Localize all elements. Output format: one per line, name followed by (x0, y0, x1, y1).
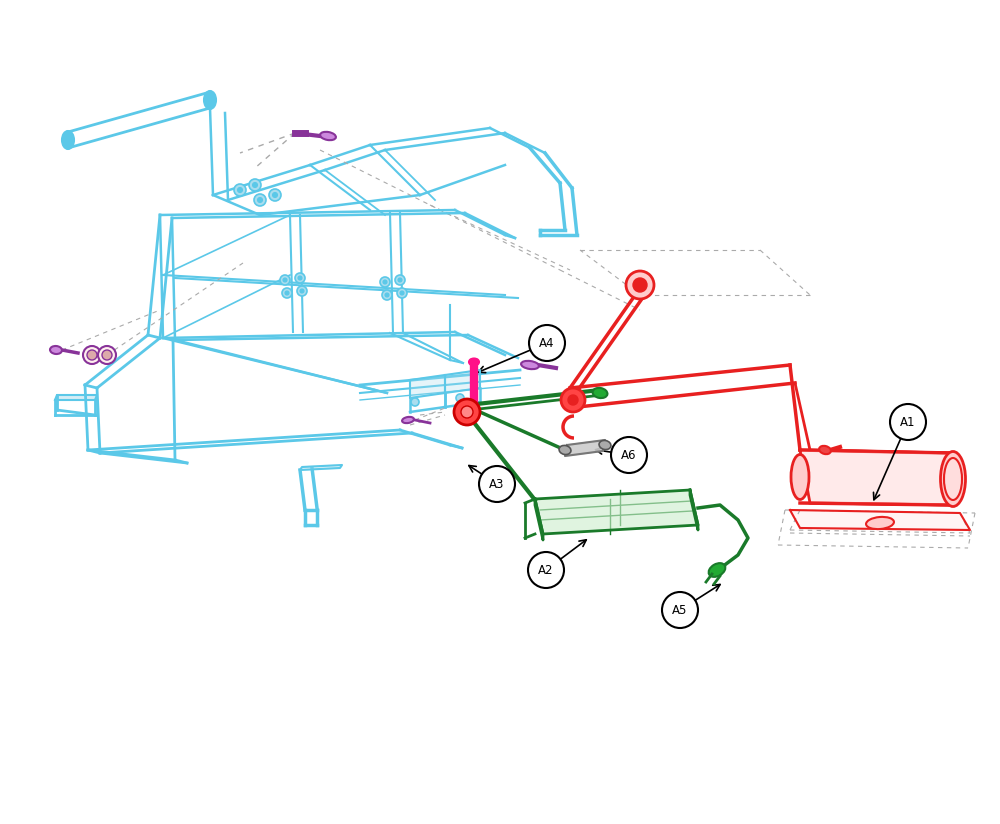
Circle shape (395, 275, 405, 285)
Ellipse shape (469, 358, 479, 366)
Circle shape (529, 325, 565, 361)
Circle shape (890, 404, 926, 440)
Ellipse shape (50, 346, 62, 354)
Circle shape (528, 552, 564, 588)
Ellipse shape (559, 446, 571, 455)
Ellipse shape (462, 404, 474, 412)
Circle shape (254, 194, 266, 206)
Ellipse shape (320, 132, 336, 140)
Circle shape (285, 291, 289, 295)
Circle shape (561, 388, 585, 412)
Polygon shape (790, 510, 970, 530)
Circle shape (380, 277, 390, 287)
Circle shape (626, 271, 654, 299)
Ellipse shape (944, 458, 962, 500)
Text: A1: A1 (900, 415, 916, 428)
Ellipse shape (819, 446, 831, 454)
Circle shape (397, 288, 407, 298)
Text: A3: A3 (489, 477, 505, 490)
Circle shape (479, 466, 515, 502)
Circle shape (385, 293, 389, 297)
Circle shape (411, 398, 419, 406)
Ellipse shape (521, 361, 539, 369)
Ellipse shape (940, 452, 966, 507)
Circle shape (83, 346, 101, 364)
Circle shape (238, 188, 242, 193)
Circle shape (249, 179, 261, 191)
Ellipse shape (204, 91, 216, 109)
Ellipse shape (791, 455, 809, 499)
Circle shape (98, 346, 116, 364)
Circle shape (258, 198, 262, 203)
Circle shape (280, 275, 290, 285)
Polygon shape (55, 395, 97, 400)
Circle shape (269, 189, 281, 201)
Ellipse shape (599, 440, 611, 450)
Ellipse shape (402, 417, 414, 424)
Circle shape (87, 350, 97, 360)
Text: A5: A5 (672, 603, 688, 616)
Circle shape (461, 406, 473, 418)
Circle shape (611, 437, 647, 473)
Circle shape (295, 273, 305, 283)
Circle shape (662, 592, 698, 628)
Ellipse shape (709, 563, 725, 577)
Text: A4: A4 (539, 336, 555, 349)
Circle shape (298, 276, 302, 280)
Circle shape (300, 289, 304, 293)
Circle shape (456, 394, 464, 402)
Circle shape (400, 291, 404, 295)
Ellipse shape (593, 388, 607, 398)
Circle shape (398, 278, 402, 282)
Circle shape (454, 399, 480, 425)
Circle shape (283, 278, 287, 282)
Circle shape (382, 290, 392, 300)
Polygon shape (535, 490, 698, 534)
Circle shape (297, 286, 307, 296)
Circle shape (252, 182, 258, 188)
Ellipse shape (866, 517, 894, 529)
Ellipse shape (62, 131, 74, 149)
Circle shape (568, 395, 578, 405)
Text: A6: A6 (621, 448, 637, 461)
Circle shape (102, 350, 112, 360)
Circle shape (633, 278, 647, 292)
Circle shape (282, 288, 292, 298)
Polygon shape (300, 465, 342, 470)
Circle shape (383, 280, 387, 284)
Polygon shape (565, 440, 605, 456)
Polygon shape (690, 490, 698, 530)
Polygon shape (800, 450, 955, 505)
Polygon shape (410, 375, 445, 398)
Circle shape (272, 193, 278, 198)
Polygon shape (445, 370, 480, 393)
Circle shape (234, 184, 246, 196)
Polygon shape (535, 499, 543, 540)
Text: A2: A2 (538, 564, 554, 577)
